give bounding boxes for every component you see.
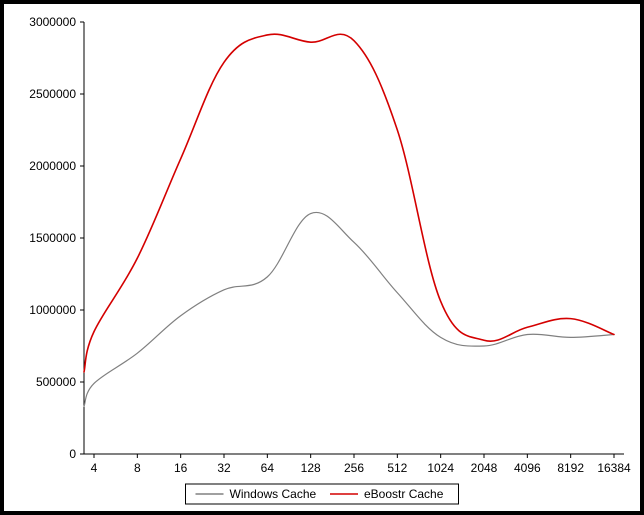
svg-text:64: 64 [261,461,275,475]
svg-text:500000: 500000 [36,375,76,389]
svg-text:2000000: 2000000 [29,159,76,173]
svg-text:4096: 4096 [514,461,541,475]
svg-text:128: 128 [301,461,321,475]
svg-text:16: 16 [174,461,188,475]
svg-text:8: 8 [134,461,141,475]
svg-text:16384: 16384 [597,461,631,475]
svg-text:1000000: 1000000 [29,303,76,317]
svg-text:256: 256 [344,461,364,475]
svg-text:2500000: 2500000 [29,87,76,101]
svg-text:32: 32 [217,461,231,475]
svg-text:512: 512 [387,461,407,475]
svg-text:8192: 8192 [557,461,584,475]
svg-text:1500000: 1500000 [29,231,76,245]
svg-text:2048: 2048 [471,461,498,475]
line-chart: 0 500000 1000000 1500000 2000000 2500000 30000… [4,4,640,511]
svg-text:3000000: 3000000 [29,15,76,29]
svg-text:Windows Cache: Windows Cache [230,487,317,501]
chart-container: 0 500000 1000000 1500000 2000000 2500000 30000… [0,0,644,515]
svg-text:0: 0 [69,447,76,461]
svg-text:4: 4 [91,461,98,475]
svg-text:eBoostr Cache: eBoostr Cache [364,487,444,501]
svg-text:1024: 1024 [427,461,454,475]
